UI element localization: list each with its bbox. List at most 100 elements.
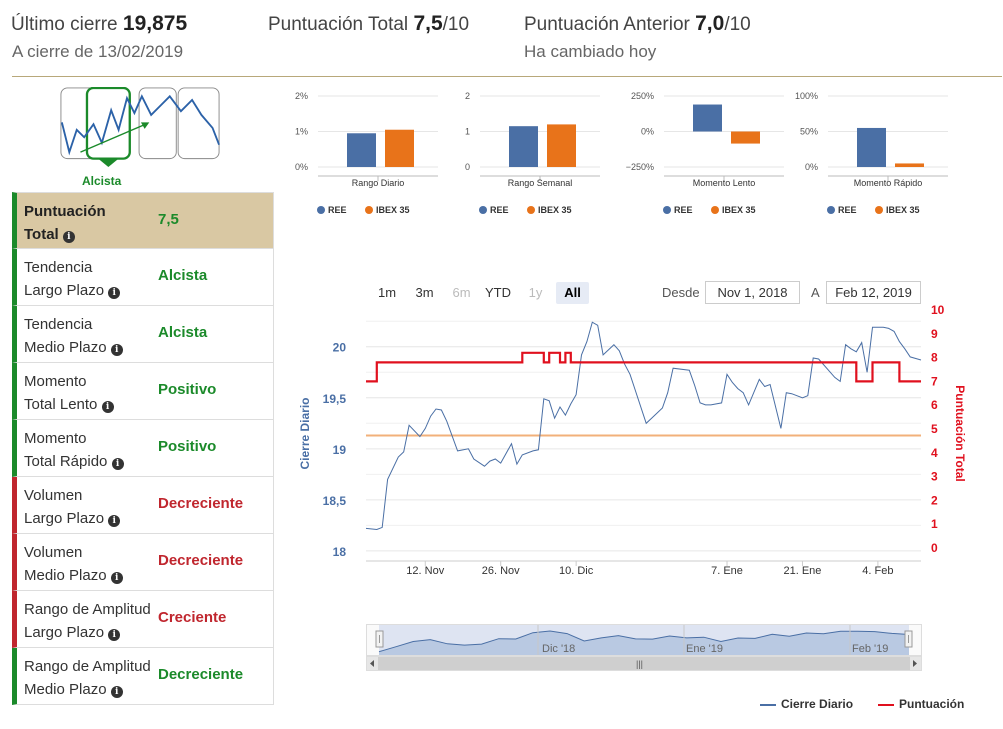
bar-ibex-35 <box>731 131 760 144</box>
bar-ree <box>857 127 886 167</box>
legend-dot <box>663 206 671 214</box>
row-value: Alcista <box>158 267 208 284</box>
table-row: Momento Total Rápido i Positivo <box>12 420 274 477</box>
total-score-label: Puntuación Total <box>268 14 409 35</box>
last-close-value: 19,875 <box>122 12 188 35</box>
bar-ibex-35 <box>547 124 576 167</box>
row-label-1: Tendencia <box>24 316 93 333</box>
from-date-input[interactable]: Nov 1, 2018 <box>705 281 800 304</box>
mini-chart-3: 250% 0% −250% Momento Lento REE IBEX 35 <box>626 91 784 215</box>
row-value: Alcista <box>158 324 208 341</box>
row-label-2: Medio Plazo <box>24 339 107 356</box>
y2-tick-label: 4 <box>931 446 938 460</box>
prev-score-label: Puntuación Anterior <box>524 14 690 35</box>
navigator-line <box>378 630 910 653</box>
trend-panel-3 <box>138 87 177 160</box>
legend-dot <box>527 206 535 214</box>
y2-tick-label: 6 <box>931 398 938 412</box>
table-row: Tendencia Largo Plazo i Alcista <box>12 249 274 306</box>
legend-dot <box>827 206 835 214</box>
y2-tick-label: 3 <box>931 470 938 484</box>
legend-dot <box>875 206 883 214</box>
mini-chart-title: Rango Diario <box>352 178 405 188</box>
x-tick-label: 21. Ene <box>783 565 821 577</box>
range-button-ytd[interactable]: YTD <box>485 285 511 300</box>
row-label-1: Volumen <box>24 544 83 561</box>
legend-score-swatch <box>878 703 894 706</box>
y-tick-label: 0 <box>465 162 470 172</box>
to-date-input[interactable]: Feb 12, 2019 <box>826 281 921 304</box>
info-icon[interactable]: i <box>110 344 123 356</box>
range-button-1m[interactable]: 1m <box>377 285 397 300</box>
y-tick-label: 2% <box>295 91 308 101</box>
range-button-all[interactable]: All <box>556 282 589 304</box>
table-row: Volumen Largo Plazo i Decreciente <box>12 477 274 534</box>
y-tick-label: 0% <box>805 162 818 172</box>
info-icon[interactable]: i <box>110 572 123 584</box>
close-date: A cierre de 13/02/2019 <box>12 42 184 61</box>
last-close-label: Último cierre <box>11 14 118 35</box>
mini-chart-2: 2 1 0 Rango Semanal REE IBEX 35 <box>465 91 600 215</box>
trend-arrow-icon <box>80 123 146 153</box>
y2-tick-label: 10 <box>931 303 945 317</box>
x-tick-label: 12. Nov <box>406 565 444 577</box>
y-tick-label: 18,5 <box>323 494 347 508</box>
navigator[interactable]: Dic '18 Ene '19 Feb '19 ||| <box>366 624 922 672</box>
legend-label: REE <box>328 205 347 215</box>
legend-label: REE <box>838 205 857 215</box>
info-icon[interactable]: i <box>111 458 124 470</box>
y2-tick-label: 2 <box>931 493 938 507</box>
legend-close[interactable]: Cierre Diario <box>760 697 853 711</box>
range-button-1y[interactable]: 1y <box>528 285 543 300</box>
series-close-line <box>365 321 922 531</box>
info-icon[interactable]: i <box>108 629 121 641</box>
y-tick-label: 19,5 <box>323 392 347 406</box>
range-button-3m[interactable]: 3m <box>415 285 434 300</box>
x-tick-label: 4. Feb <box>862 565 893 577</box>
info-icon[interactable]: i <box>101 401 114 413</box>
row-value: 7,5 <box>158 211 179 228</box>
navigator-area <box>379 631 909 655</box>
legend-label: IBEX 35 <box>886 205 920 215</box>
legend-dot <box>365 206 373 214</box>
series-score-line <box>366 351 921 383</box>
navigator-label: Feb '19 <box>852 643 888 655</box>
legend-close-label: Cierre Diario <box>781 697 854 711</box>
y-axis-title: Cierre Diario <box>298 397 312 469</box>
changed-text: Ha cambiado hoy <box>524 42 657 61</box>
prev-score-max: /10 <box>724 14 751 35</box>
table-row: Rango de Amplitud Largo Plazo i Creciente <box>12 591 274 648</box>
row-label-2: Medio Plazo <box>24 567 107 584</box>
row-value: Decreciente <box>158 666 244 683</box>
scroll-right-arrow-icon <box>913 660 917 667</box>
navigator-scrollbar-thumb <box>378 657 910 670</box>
mini-chart-title: Momento Lento <box>693 178 756 188</box>
y-tick-label: 0% <box>641 127 654 137</box>
info-icon[interactable]: i <box>108 515 121 527</box>
range-button-6m[interactable]: 6m <box>452 285 471 300</box>
trend-widget <box>60 87 220 167</box>
row-label-2: Total <box>24 226 59 243</box>
info-icon[interactable]: i <box>108 287 121 299</box>
mini-bar-charts: 2% 1% 0% Rango Diario REE IBEX 35 2 1 0 Rango Sem… <box>295 91 948 215</box>
legend-dot <box>479 206 487 214</box>
row-label-1: Volumen <box>24 487 83 504</box>
x-tick-label: 10. Dic <box>559 565 594 577</box>
legend-label: IBEX 35 <box>376 205 410 215</box>
info-icon[interactable]: i <box>110 686 123 698</box>
trend-label: Alcista <box>82 174 122 188</box>
y-tick-label: 1% <box>295 127 308 137</box>
row-value: Decreciente <box>158 495 244 512</box>
info-icon[interactable]: i <box>62 231 75 243</box>
trend-line <box>60 94 220 156</box>
from-label: Desde <box>662 285 700 300</box>
legend-dot <box>317 206 325 214</box>
header-divider <box>12 76 1002 77</box>
last-close: Último cierre 19,875 <box>11 12 187 36</box>
indicator-table: Puntuación Total i 7,5 Tendencia Largo Pla… <box>12 192 274 705</box>
row-label-2: Total Lento <box>24 396 98 413</box>
y-tick-label: 250% <box>631 91 654 101</box>
legend-score[interactable]: Puntuación <box>878 697 964 711</box>
prev-score-value: 7,0 <box>695 12 725 35</box>
